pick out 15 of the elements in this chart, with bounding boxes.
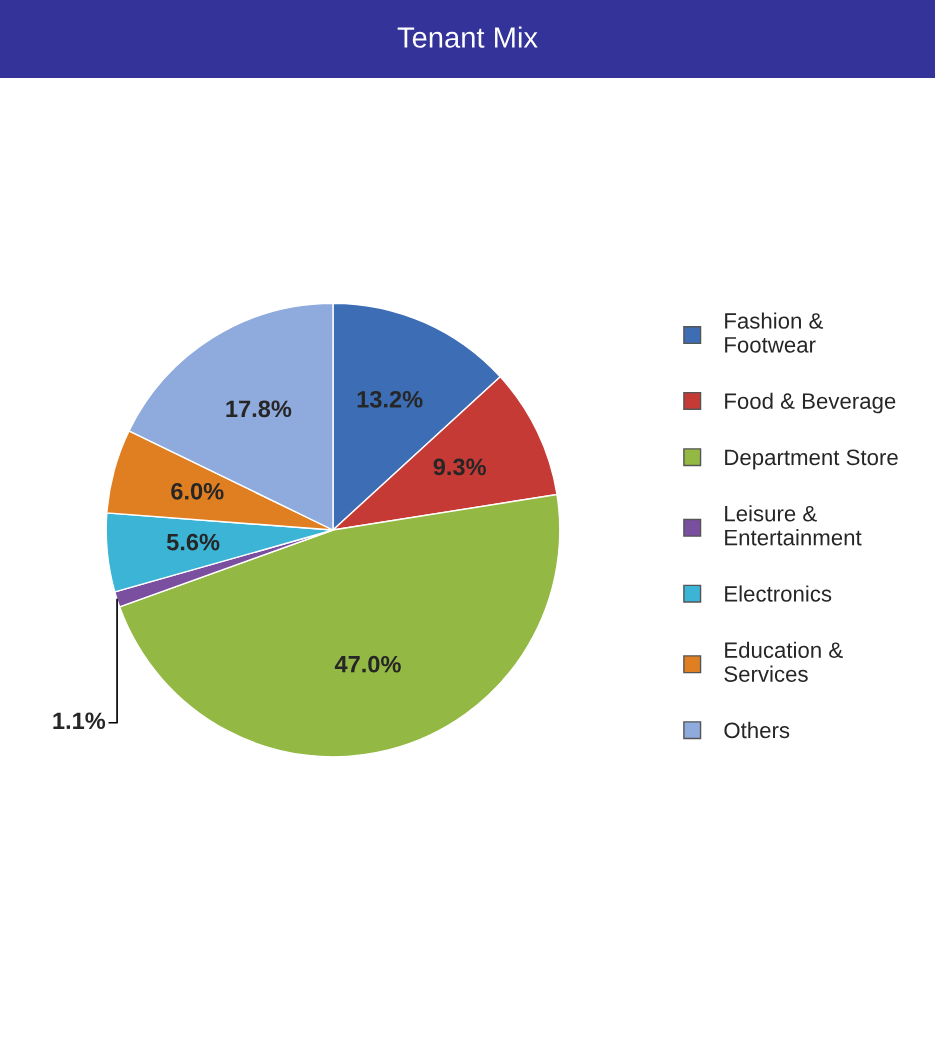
data-label: 13.2% [357,390,423,408]
chart-title: Tenant Mix [397,26,538,48]
legend-label: Department Store [725,449,898,470]
data-label: 6.0% [171,482,224,500]
data-label: 1.1% [53,712,106,730]
legend-label: Electronics [725,585,832,602]
legend-label: Food & Beverage [725,392,896,414]
data-label: 9.3% [433,458,486,476]
data-label: 17.8% [226,400,292,418]
legend-label: Education & Services [724,641,843,682]
legend-label: Leisure & Entertainment [725,505,862,546]
data-label: 47.0% [334,655,401,673]
data-label: 5.6% [166,533,220,551]
legend-label: Fashion & Footwear [725,312,824,353]
legend-label: Others [724,721,790,739]
